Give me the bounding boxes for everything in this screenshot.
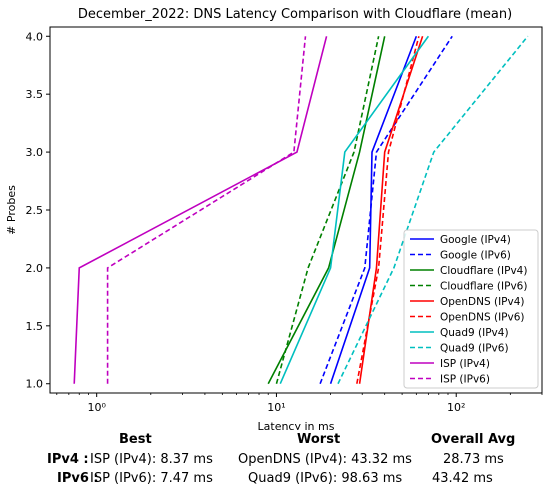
x-tick-label: 10⁰ xyxy=(87,401,106,414)
series-lines xyxy=(73,35,529,385)
y-tick-label: 2.0 xyxy=(26,262,44,275)
x-tick-label: 10² xyxy=(447,401,465,414)
summary-row-ipv6-label: IPv6 : xyxy=(57,471,99,486)
legend-label: OpenDNS (IPv6) xyxy=(440,312,525,324)
x-axis-ticks: 10⁰ 10¹ 10² xyxy=(56,393,543,414)
series-line-3 xyxy=(275,36,380,384)
legend-box xyxy=(403,229,539,389)
series-line-9 xyxy=(106,36,307,384)
y-tick-label: 3.5 xyxy=(26,88,44,101)
y-tick-label: 1.0 xyxy=(26,378,44,391)
x-tick-label: 10¹ xyxy=(267,401,285,414)
series-line-7 xyxy=(337,35,529,385)
summary-header-best: Best xyxy=(119,432,152,447)
y-tick-label: 3.0 xyxy=(26,146,44,159)
legend-label: Cloudflare (IPv6) xyxy=(440,281,527,293)
chart-title: December_2022: DNS Latency Comparison wi… xyxy=(78,7,512,22)
series-line-6 xyxy=(279,35,430,385)
y-tick-label: 1.5 xyxy=(26,320,44,333)
y-tick-label: 2.5 xyxy=(26,204,44,217)
summary-row-ipv4-overall: 28.73 ms xyxy=(443,452,504,467)
summary-header-worst: Worst xyxy=(297,432,341,447)
y-tick-label: 4.0 xyxy=(26,30,44,43)
legend-label: Quad9 (IPv6) xyxy=(440,343,509,355)
y-axis-ticks: 1.0 1.5 2.0 2.5 3.0 3.5 4.0 xyxy=(26,30,50,391)
legend-label: OpenDNS (IPv4) xyxy=(440,296,525,308)
legend-label: Google (IPv4) xyxy=(440,234,511,246)
legend-label: Cloudflare (IPv4) xyxy=(440,265,527,277)
legend-label: ISP (IPv6) xyxy=(440,374,490,386)
legend-label: Google (IPv6) xyxy=(440,250,511,262)
series-line-0 xyxy=(329,35,418,384)
series-line-5 xyxy=(356,36,420,384)
latency-chart: December_2022: DNS Latency Comparison wi… xyxy=(5,7,543,430)
summary-row-ipv6-overall: 43.42 ms xyxy=(432,471,493,486)
series-line-8 xyxy=(73,36,328,384)
summary-row-ipv4-worst: OpenDNS (IPv4): 43.32 ms xyxy=(238,452,412,467)
legend: Google (IPv4) Google (IPv6) Cloudflare (IP… xyxy=(403,229,539,389)
summary-row-ipv4-label: IPv4 : xyxy=(47,452,89,467)
x-axis-label: Latency in ms xyxy=(258,420,335,430)
legend-label: ISP (IPv4) xyxy=(440,358,490,370)
summary-row-ipv6-best: ISP (IPv6): 7.47 ms xyxy=(90,471,213,486)
series-line-2 xyxy=(267,36,386,385)
legend-label: Quad9 (IPv4) xyxy=(440,327,509,339)
summary-row-ipv4-best: ISP (IPv4): 8.37 ms xyxy=(90,452,213,467)
summary-row-ipv6-worst: Quad9 (IPv6): 98.63 ms xyxy=(248,471,403,486)
summary-header-overall: Overall Avg xyxy=(431,432,516,447)
y-axis-label: # Probes xyxy=(5,185,18,235)
